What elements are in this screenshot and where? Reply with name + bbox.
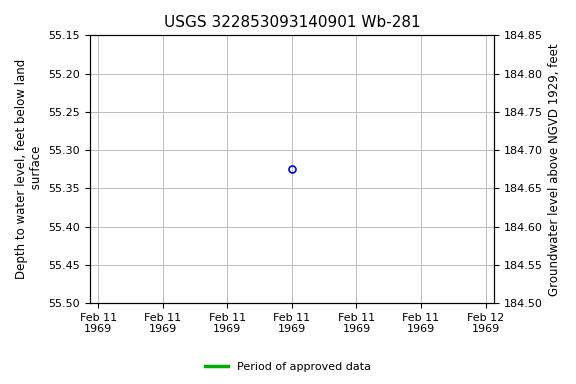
Y-axis label: Depth to water level, feet below land
 surface: Depth to water level, feet below land su… — [15, 59, 43, 279]
Legend: Period of approved data: Period of approved data — [201, 358, 375, 377]
Y-axis label: Groundwater level above NGVD 1929, feet: Groundwater level above NGVD 1929, feet — [548, 43, 561, 296]
Title: USGS 322853093140901 Wb-281: USGS 322853093140901 Wb-281 — [164, 15, 420, 30]
